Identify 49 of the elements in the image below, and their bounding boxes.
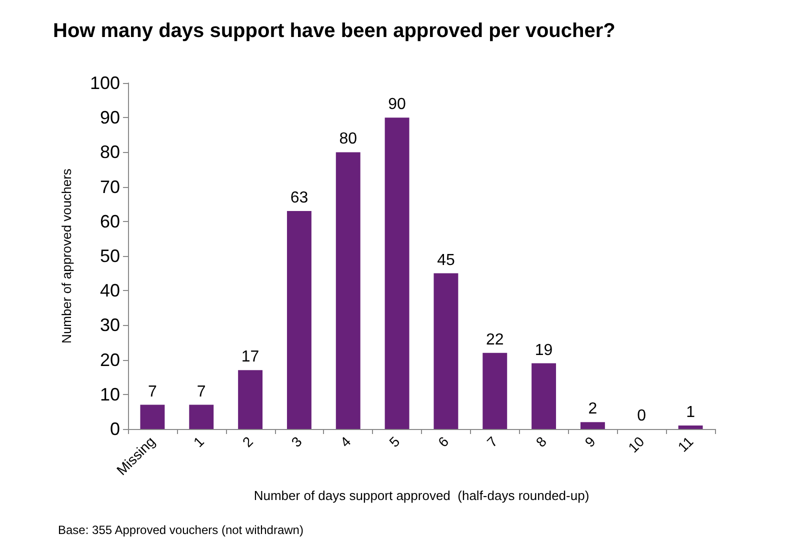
x-tick-label: 10 <box>624 433 648 456</box>
y-tick-label: 20 <box>100 350 120 370</box>
y-tick-label: 100 <box>90 73 120 93</box>
y-tick-label: 30 <box>100 315 120 336</box>
bar <box>482 352 508 429</box>
bar <box>336 152 360 429</box>
bar <box>434 273 458 429</box>
data-label: 1 <box>686 404 696 422</box>
x-tick-label: 5 <box>386 433 403 450</box>
text: Base: 355 Approved vouchers (not withdrawn) <box>58 523 304 537</box>
x-tick-label: 3 <box>288 433 306 450</box>
data-label: 19 <box>534 342 553 359</box>
y-tick-label: 70 <box>100 176 120 197</box>
data-label: 45 <box>437 252 455 269</box>
x-tick-label: 1 <box>190 433 208 450</box>
x-tick-label: 9 <box>582 433 599 450</box>
y-tick-label: 90 <box>100 108 120 128</box>
data-label: 80 <box>339 130 358 148</box>
bar <box>189 404 214 429</box>
bar <box>238 370 263 429</box>
data-label: 17 <box>241 348 260 366</box>
data-label: 7 <box>196 383 206 400</box>
data-label: 0 <box>637 408 646 424</box>
bar <box>580 422 605 429</box>
bar <box>384 118 410 429</box>
bar <box>286 211 312 429</box>
bar <box>678 426 703 429</box>
x-tick-label: 6 <box>434 433 452 450</box>
y-tick-label: 0 <box>110 419 120 439</box>
data-label: 7 <box>148 383 158 400</box>
y-tick-label: 60 <box>100 211 120 232</box>
bar <box>532 363 556 429</box>
data-label: 22 <box>486 331 504 348</box>
y-axis-title: Number of approved vouchers <box>59 168 74 344</box>
x-tick-label: 11 <box>674 433 696 455</box>
x-tick-label: 4 <box>336 433 354 450</box>
y-tick-label: 80 <box>100 142 120 162</box>
y-tick-label: 10 <box>100 384 120 404</box>
data-label: 63 <box>290 190 308 207</box>
x-tick-label: 8 <box>532 433 550 450</box>
data-label: 90 <box>388 96 406 114</box>
data-label: 2 <box>588 400 598 418</box>
y-tick-label: 40 <box>100 280 120 301</box>
y-tick-label: 50 <box>100 246 120 266</box>
x-tick-label: 7 <box>484 433 501 450</box>
bar <box>140 404 165 429</box>
chart-title: How many days support have been approved per voucher? <box>53 20 616 42</box>
x-tick-label: 2 <box>239 433 256 450</box>
x-axis-title: Number of days support approved (half-days rounded-up) <box>254 488 590 503</box>
